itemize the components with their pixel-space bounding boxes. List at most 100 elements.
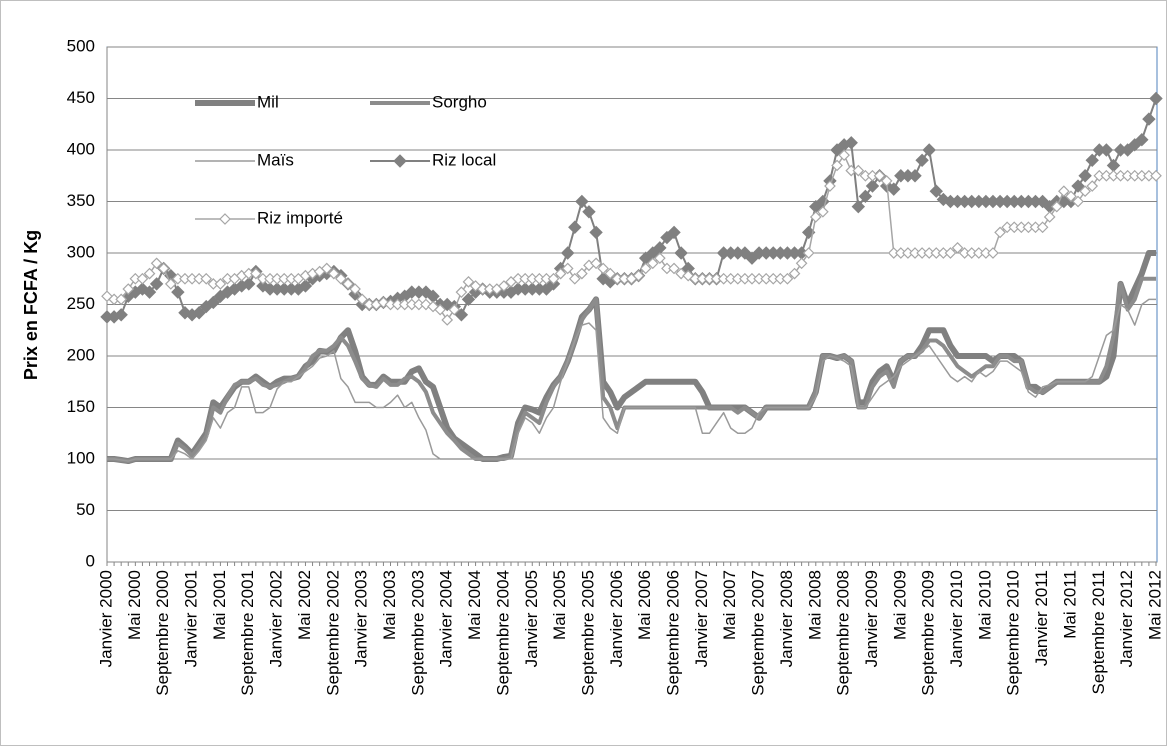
- marker: [136, 272, 149, 285]
- marker: [1078, 169, 1092, 183]
- marker: [1079, 185, 1091, 198]
- marker: [561, 246, 575, 260]
- legend-label: Mil: [257, 92, 279, 111]
- x-tick-label: Janvier 2009: [862, 570, 881, 667]
- marker: [1072, 195, 1084, 208]
- x-tick-label: Mai 2008: [805, 570, 824, 640]
- legend-item: Riz local: [370, 150, 496, 169]
- marker: [469, 280, 482, 292]
- x-tick-label: Janvier 2008: [777, 570, 796, 667]
- legend-item: Riz importé: [195, 208, 343, 227]
- marker: [242, 277, 256, 291]
- legend-label: Riz local: [432, 150, 496, 169]
- marker: [1050, 200, 1063, 213]
- marker: [192, 306, 206, 320]
- marker: [844, 136, 858, 150]
- marker: [427, 300, 439, 313]
- marker: [1149, 91, 1163, 106]
- x-tick-label: Mai 2000: [125, 570, 144, 640]
- marker: [568, 220, 582, 234]
- marker: [206, 295, 221, 310]
- marker: [342, 278, 354, 290]
- marker: [576, 267, 588, 280]
- x-tick-label: Mai 2005: [550, 570, 569, 640]
- x-tick-label: Mai 2006: [635, 570, 654, 640]
- marker: [171, 285, 185, 299]
- marker: [639, 262, 652, 275]
- marker: [582, 205, 596, 219]
- series-line: [107, 250, 1156, 465]
- y-tick-label: 0: [86, 551, 95, 570]
- marker: [1065, 190, 1077, 203]
- legend-item: Mil: [195, 92, 279, 111]
- marker: [214, 278, 227, 290]
- marker: [1099, 143, 1114, 157]
- x-tick-label: Mai 2003: [380, 570, 399, 640]
- marker: [114, 308, 128, 322]
- x-tick-label: Janvier 2011: [1032, 570, 1051, 666]
- x-tick-label: Mai 2009: [890, 570, 909, 640]
- x-tick-label: Janvier 2000: [96, 570, 115, 667]
- marker: [1058, 185, 1070, 198]
- y-tick-label: 400: [67, 139, 95, 158]
- x-tick-label: Janvier 2007: [692, 570, 711, 667]
- y-tick-label: 150: [67, 397, 95, 416]
- x-tick-label: Septembre 2002: [323, 570, 342, 696]
- marker: [441, 314, 454, 326]
- marker: [1085, 153, 1099, 168]
- x-tick-label: Septembre 2007: [749, 570, 768, 696]
- marker: [887, 182, 901, 196]
- marker: [632, 269, 645, 282]
- marker: [1135, 132, 1149, 147]
- series-line: [107, 298, 1156, 462]
- marker: [994, 226, 1006, 239]
- marker: [1150, 169, 1162, 182]
- marker: [461, 292, 476, 307]
- y-tick-label: 200: [67, 345, 95, 364]
- marker: [817, 205, 829, 218]
- marker: [824, 180, 836, 192]
- marker: [674, 246, 688, 260]
- legend-item: Sorgho: [370, 92, 487, 111]
- y-tick-label: 50: [76, 500, 95, 519]
- x-tick-label: Septembre 2004: [493, 570, 512, 696]
- marker: [908, 169, 922, 183]
- x-tick-label: Septembre 2006: [664, 570, 683, 696]
- marker: [1043, 211, 1056, 223]
- legend-label: Maïs: [257, 150, 294, 169]
- marker: [880, 175, 893, 187]
- x-tick-label: Septembre 2010: [1004, 570, 1023, 696]
- marker: [1142, 112, 1156, 126]
- marker: [1036, 221, 1049, 234]
- marker: [298, 279, 313, 293]
- marker: [157, 262, 170, 275]
- marker: [667, 225, 681, 240]
- x-tick-label: Janvier 2003: [352, 570, 371, 667]
- marker: [335, 272, 347, 285]
- x-tick-label: Mai 2007: [720, 570, 739, 640]
- marker: [873, 169, 886, 182]
- marker: [597, 262, 609, 275]
- marker: [200, 272, 213, 285]
- legend-item: Maïs: [195, 150, 294, 169]
- y-tick-label: 350: [67, 191, 95, 210]
- marker: [554, 267, 567, 280]
- marker: [547, 272, 560, 285]
- marker: [150, 257, 163, 270]
- x-tick-label: Janvier 2006: [607, 570, 626, 667]
- marker: [249, 267, 262, 280]
- x-tick-label: Mai 2011: [1060, 570, 1079, 639]
- x-tick-label: Septembre 2009: [919, 570, 938, 696]
- marker: [831, 159, 843, 172]
- marker: [675, 267, 687, 280]
- y-axis-label: Prix en FCFA / Kg: [21, 230, 41, 380]
- marker: [377, 296, 390, 309]
- marker: [143, 267, 156, 280]
- marker: [668, 262, 680, 275]
- marker: [781, 272, 794, 285]
- marker: [393, 154, 407, 168]
- marker: [682, 269, 695, 282]
- marker: [454, 308, 469, 322]
- marker: [802, 247, 815, 259]
